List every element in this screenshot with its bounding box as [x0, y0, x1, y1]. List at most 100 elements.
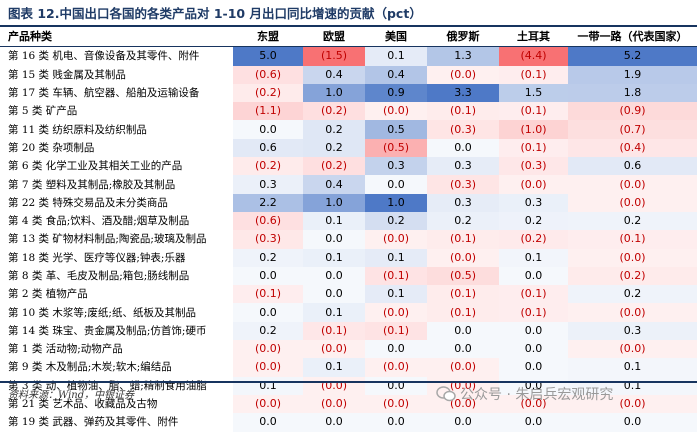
table-row: 第 11 类 纺织原料及纺织制品 0.0 0.2 0.5 (0.3) (1.0) (0.7) — [0, 120, 697, 139]
value-cell: 5.2 — [568, 46, 697, 66]
table-row: 第 4 类 食品;饮料、酒及醋;烟草及制品 (0.6) 0.1 0.2 0.2 0.2 0.… — [0, 211, 697, 231]
value-cell: 0.1 — [303, 248, 365, 267]
value-cell: (0.0) — [365, 358, 427, 377]
value-cell: (0.0) — [568, 303, 697, 322]
value-cell: 0.1 — [303, 358, 365, 377]
value-cell: 0.4 — [365, 65, 427, 84]
value-cell: 0.0 — [499, 266, 568, 286]
value-cell: 0.1 — [303, 211, 365, 231]
value-cell: 0.0 — [233, 120, 303, 139]
value-cell: (0.1) — [427, 285, 499, 304]
value-cell: (0.0) — [303, 394, 365, 414]
value-cell: 0.0 — [427, 321, 499, 341]
row-category-label: 第 10 类 木浆等;废纸;纸、纸板及其制品 — [8, 306, 196, 319]
table-row: 第 18 类 光学、医疗等仪器;钟表;乐器 0.2 0.1 0.1 (0.0) 0.1 (0… — [0, 248, 697, 267]
row-category-label: 第 21 类 艺术品、收藏品及古物 — [8, 398, 158, 411]
row-category-label: 第 1 类 活动物;动物产品 — [8, 343, 123, 356]
value-cell: (0.2) — [303, 157, 365, 176]
value-cell: 0.0 — [365, 340, 427, 359]
table-row: 第 13 类 矿物材料制品;陶瓷品;玻璃及制品 (0.3) 0.0 (0.0) (0.1… — [0, 230, 697, 249]
value-cell: 1.0 — [365, 193, 427, 212]
row-category-label: 第 9 类 木及制品;木炭;软木;编结品 — [8, 361, 172, 374]
header-turkey: 土耳其 — [517, 30, 550, 44]
value-cell: 0.3 — [568, 321, 697, 341]
value-cell: 0.2 — [427, 211, 499, 231]
value-cell: (0.0) — [233, 394, 303, 414]
value-cell: (0.9) — [568, 102, 697, 121]
value-cell: (0.3) — [427, 175, 499, 194]
wechat-watermark: 公众号 · 朱启兵宏观研究 — [436, 384, 613, 406]
row-category-label: 第 14 类 珠宝、贵金属及制品;仿首饰;硬币 — [8, 324, 207, 337]
row-category-label: 第 11 类 纺织原料及纺织制品 — [8, 123, 147, 136]
value-cell: 0.0 — [499, 413, 568, 432]
table-row: 第 5 类 矿产品 (1.1) (0.2) (0.0) (0.1) (0.1) (0.9) — [0, 102, 697, 121]
value-cell: (0.0) — [233, 358, 303, 377]
value-cell: 0.3 — [427, 157, 499, 176]
value-cell: (0.0) — [499, 394, 568, 414]
row-category-label: 第 13 类 矿物材料制品;陶瓷品;玻璃及制品 — [8, 233, 207, 246]
value-cell: 0.5 — [365, 120, 427, 139]
value-cell: 0.0 — [568, 413, 697, 432]
table-row: 第 22 类 特殊交易品及未分类商品 2.2 1.0 1.0 0.3 0.3 (0.0) — [0, 193, 697, 212]
value-cell: 0.1 — [233, 376, 303, 395]
value-cell: 0.0 — [303, 413, 365, 432]
value-cell: (0.2) — [303, 102, 365, 121]
value-cell: (0.1) — [499, 102, 568, 121]
value-cell: (0.0) — [568, 340, 697, 359]
row-category-label: 第 2 类 植物产品 — [8, 288, 88, 301]
value-cell: (0.2) — [499, 230, 568, 249]
value-cell: 0.2 — [499, 211, 568, 231]
value-cell: 0.2 — [365, 211, 427, 231]
value-cell: 0.2 — [568, 211, 697, 231]
table-row: 第 14 类 珠宝、贵金属及制品;仿首饰;硬币 0.2 (0.1) (0.1) 0.0 0… — [0, 321, 697, 341]
table-row: 第 8 类 革、毛皮及制品;箱包;肠线制品 0.0 0.0 (0.1) (0.5) 0.0… — [0, 266, 697, 286]
header-usa: 美国 — [385, 30, 407, 44]
row-category-label: 第 15 类 贱金属及其制品 — [8, 68, 126, 81]
row-category-label: 第 22 类 特殊交易品及未分类商品 — [8, 196, 168, 209]
value-cell: (0.0) — [568, 175, 697, 194]
value-cell: 0.6 — [233, 138, 303, 158]
value-cell: 0.0 — [233, 413, 303, 432]
row-category-label: 第 4 类 食品;饮料、酒及醋;烟草及制品 — [8, 215, 190, 228]
value-cell: (0.0) — [499, 175, 568, 194]
value-cell: 0.1 — [365, 46, 427, 66]
value-cell: 1.5 — [499, 83, 568, 103]
row-category-label: 第 19 类 武器、弹药及其零件、附件 — [8, 416, 179, 429]
value-cell: 0.0 — [499, 358, 568, 377]
value-cell: 0.0 — [303, 285, 365, 304]
value-cell: 0.0 — [499, 321, 568, 341]
source-note: 资料来源：Wind，中银证券 — [8, 390, 135, 401]
wechat-icon — [436, 386, 456, 402]
value-cell: (0.1) — [365, 266, 427, 286]
value-cell: (0.0) — [427, 65, 499, 84]
header-row: 产品种类 东盟 欧盟 美国 俄罗斯 土耳其 一带一路（代表国家） — [0, 28, 697, 47]
value-cell: 0.1 — [303, 303, 365, 322]
value-cell: (0.4) — [568, 138, 697, 158]
value-cell: (0.0) — [365, 303, 427, 322]
table-row: 第 7 类 塑料及其制品;橡胶及其制品 0.3 0.4 0.0 (0.3) (0.0) (0… — [0, 175, 697, 194]
value-cell: (0.6) — [233, 211, 303, 231]
value-cell: 0.0 — [365, 175, 427, 194]
table-row: 第 10 类 木浆等;废纸;纸、纸板及其制品 0.0 0.1 (0.0) (0.1) (0… — [0, 303, 697, 322]
value-cell: 0.2 — [233, 248, 303, 267]
header-belt-road: 一带一路（代表国家） — [577, 30, 688, 44]
value-cell: 1.8 — [568, 83, 697, 103]
table-row: 第 17 类 车辆、航空器、船舶及运输设备 (0.2) 1.0 0.9 3.3 1.5 1.… — [0, 83, 697, 103]
value-cell: (1.5) — [303, 46, 365, 66]
row-category-label: 第 17 类 车辆、航空器、船舶及运输设备 — [8, 87, 200, 100]
value-cell: 0.0 — [365, 376, 427, 395]
value-cell: (0.1) — [233, 285, 303, 304]
value-cell: (0.5) — [427, 266, 499, 286]
value-cell: (0.3) — [427, 120, 499, 139]
value-cell: (0.0) — [427, 358, 499, 377]
value-cell: 3.3 — [427, 83, 499, 103]
value-cell: 0.4 — [303, 65, 365, 84]
header-asean: 东盟 — [257, 30, 279, 44]
value-cell: 1.0 — [303, 83, 365, 103]
table-row: 第 2 类 植物产品 (0.1) 0.0 0.1 (0.1) (0.1) 0.2 — [0, 285, 697, 304]
table-row: 第 20 类 杂项制品 0.6 0.2 (0.5) 0.0 (0.1) (0.4) — [0, 138, 697, 158]
value-cell: (1.1) — [233, 102, 303, 121]
value-cell: 0.1 — [499, 248, 568, 267]
header-russia: 俄罗斯 — [446, 30, 480, 44]
value-cell: (0.7) — [568, 120, 697, 139]
